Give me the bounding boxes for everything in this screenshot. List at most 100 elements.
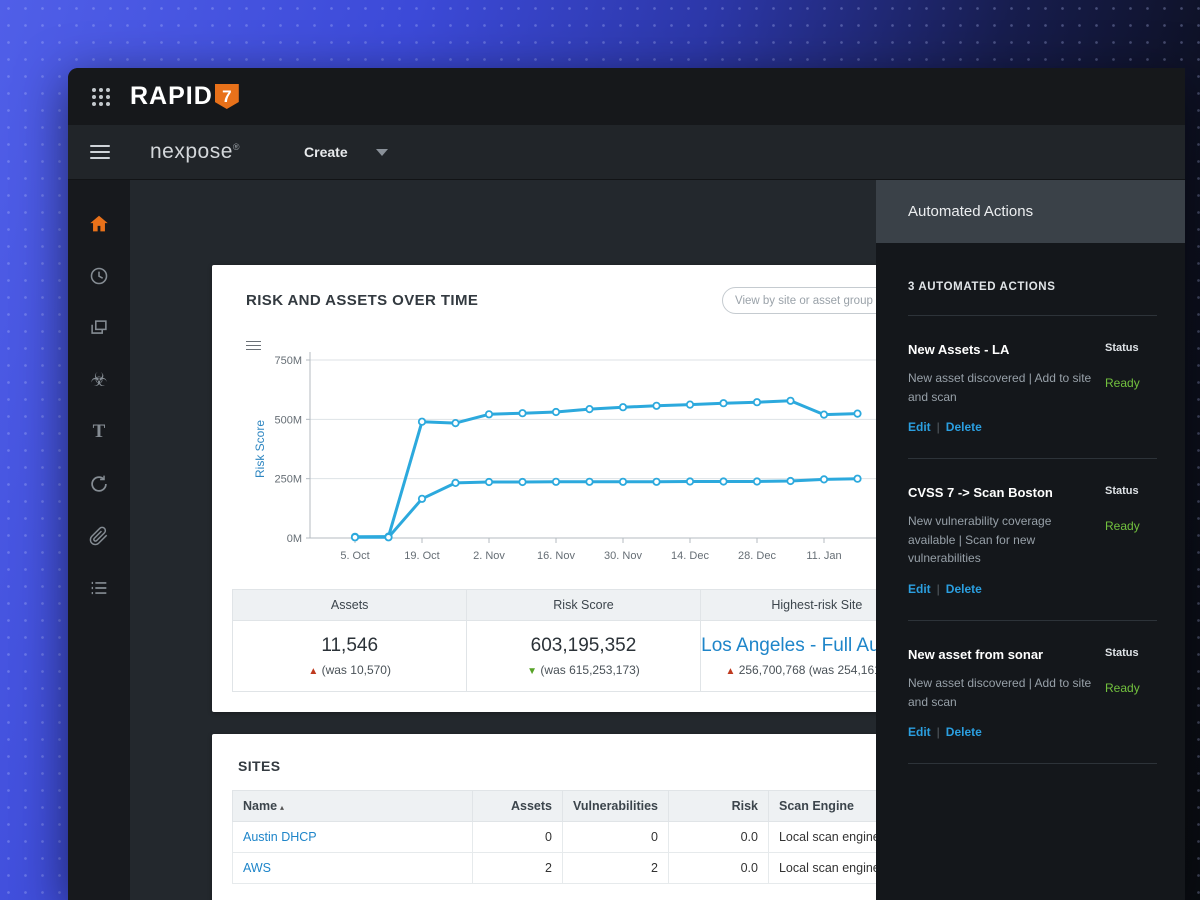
status-badge: Ready	[1105, 519, 1140, 534]
risk-card-title: RISK AND ASSETS OVER TIME	[246, 292, 479, 309]
list-item: CVSS 7 -> Scan Boston New vulnerability …	[908, 459, 1157, 621]
delete-link[interactable]: Delete	[945, 725, 982, 740]
sidebar: ☣ T	[68, 180, 130, 900]
top-brand-bar: RAPID 7	[68, 68, 1185, 125]
sidebar-item-history[interactable]	[68, 250, 130, 302]
policies-t-icon: T	[92, 421, 106, 442]
list-item: New asset from sonar New asset discovere…	[908, 621, 1157, 765]
highest-risk-site-link[interactable]: Los Angeles - Full Audit - ...	[701, 635, 933, 656]
svg-text:28. Dec: 28. Dec	[738, 550, 776, 562]
menu-hamburger-icon[interactable]	[90, 141, 110, 163]
up-triangle-icon: ▲	[308, 666, 319, 677]
sidebar-item-assets[interactable]	[68, 302, 130, 354]
action-title: New Assets - LA	[908, 342, 1010, 357]
actions-count-label: 3 AUTOMATED ACTIONS	[908, 281, 1056, 293]
panel-title: Automated Actions	[876, 180, 1185, 243]
rapid7-seven-shield-icon: 7	[214, 84, 239, 109]
table-row: Austin DHCP 0 0 0.0 Local scan engine	[232, 821, 935, 853]
site-assets: 0	[472, 821, 563, 853]
sites-card-title: SITES	[238, 758, 281, 774]
action-description: New asset discovered | Add to site and s…	[908, 371, 1092, 404]
risk-score-total: 603,195,352	[530, 635, 637, 656]
svg-text:5. Oct: 5. Oct	[340, 550, 369, 562]
sites-table: Name ▴ Assets Vulnerabilities Risk Scan E…	[232, 790, 935, 884]
site-link[interactable]: AWS	[243, 861, 272, 875]
svg-text:14. Dec: 14. Dec	[671, 550, 709, 562]
create-button[interactable]: Create	[304, 144, 348, 160]
assets-screens-icon	[88, 317, 110, 339]
delete-link[interactable]: Delete	[945, 581, 982, 596]
up-triangle-icon: ▲	[725, 666, 736, 677]
sidebar-item-policies[interactable]: T	[68, 406, 130, 458]
nexpose-logo: nexpose®	[150, 140, 241, 163]
action-description: New vulnerability coverage available | S…	[908, 514, 1052, 566]
edit-link[interactable]: Edit	[908, 725, 931, 740]
sites-header-assets[interactable]: Assets	[472, 790, 563, 822]
highest-risk-site-delta: ▲ 256,700,768 (was 254,161,824)	[725, 663, 909, 677]
action-title: New asset from sonar	[908, 646, 1044, 662]
actions-list: New Assets - LA New asset discovered | A…	[908, 315, 1157, 765]
site-risk: 0.0	[667, 852, 769, 884]
status-label: Status	[1105, 646, 1139, 659]
sidebar-item-administration[interactable]	[68, 562, 130, 614]
svg-text:Risk Score: Risk Score	[253, 420, 267, 478]
site-vulnerabilities: 0	[562, 821, 669, 853]
scans-refresh-icon	[88, 473, 110, 495]
site-assets: 2	[472, 852, 563, 884]
status-label: Status	[1105, 342, 1139, 354]
summary-header-risk: Risk Score	[467, 590, 700, 621]
sidebar-item-scans[interactable]	[68, 458, 130, 510]
sites-header-name[interactable]: Name ▴	[232, 790, 473, 822]
site-link[interactable]: Austin DHCP	[243, 830, 317, 844]
status-label: Status	[1105, 485, 1139, 498]
action-description: New asset discovered | Add to site and s…	[908, 675, 1092, 709]
list-item: New Assets - LA New asset discovered | A…	[908, 316, 1157, 460]
svg-text:11. Jan: 11. Jan	[806, 550, 841, 562]
automated-actions-panel: Automated Actions 3 AUTOMATED ACTIONS Ne…	[876, 180, 1185, 900]
app-switcher-grid-icon[interactable]	[92, 87, 110, 106]
sites-header-vulnerabilities[interactable]: Vulnerabilities	[562, 790, 669, 822]
risk-chart: 0M 250M 500M 750M 5. Oct 19. Oct 2. Nov 16. Nov…	[232, 332, 934, 579]
product-nav-bar: nexpose® Create	[68, 125, 1185, 180]
edit-link[interactable]: Edit	[908, 420, 931, 435]
sidebar-item-home[interactable]	[68, 198, 130, 250]
vulnerabilities-biohazard-icon: ☣	[90, 368, 108, 391]
chart-context-menu-icon[interactable]	[246, 338, 261, 353]
svg-text:750M: 750M	[274, 355, 302, 367]
home-icon	[88, 213, 110, 235]
rapid7-wordmark: RAPID	[130, 82, 213, 110]
svg-text:30. Nov: 30. Nov	[604, 550, 642, 562]
summary-table: Assets 11,546 ▲ (was 10,570) Risk Score …	[232, 589, 934, 692]
summary-header-assets: Assets	[233, 590, 467, 621]
risk-over-time-chart: 0M 250M 500M 750M 5. Oct 19. Oct 2. Nov 16. Nov…	[253, 352, 928, 562]
chevron-down-icon[interactable]	[375, 148, 388, 156]
sort-asc-icon: ▴	[280, 803, 285, 812]
assets-delta: ▲ (was 10,570)	[308, 663, 391, 677]
svg-text:0M: 0M	[287, 533, 302, 545]
sidebar-item-reports[interactable]	[68, 510, 130, 562]
status-badge: Ready	[1105, 376, 1140, 390]
sites-header-risk[interactable]: Risk	[667, 790, 769, 822]
site-vulnerabilities: 2	[562, 852, 669, 884]
delete-link[interactable]: Delete	[945, 420, 982, 435]
action-title: CVSS 7 -> Scan Boston	[908, 485, 1053, 501]
svg-text:2. Nov: 2. Nov	[473, 550, 505, 562]
administration-list-icon	[88, 577, 110, 599]
status-badge: Ready	[1105, 680, 1140, 695]
risk-assets-card: RISK AND ASSETS OVER TIME 0M 250M 500M 750M…	[212, 265, 954, 712]
table-row: AWS 2 2 0.0 Local scan engine	[232, 852, 935, 884]
sidebar-item-vulnerabilities[interactable]: ☣	[68, 354, 130, 406]
down-triangle-icon: ▼	[527, 666, 538, 677]
risk-score-delta: ▼ (was 615,253,173)	[527, 663, 640, 677]
registered-mark: ®	[232, 142, 241, 152]
rapid7-logo: RAPID 7	[130, 82, 239, 111]
edit-link[interactable]: Edit	[908, 581, 931, 596]
reports-paperclip-icon	[88, 525, 110, 547]
svg-text:500M: 500M	[274, 414, 302, 426]
sites-card: SITES Name ▴ Assets Vulnerabilities Risk …	[212, 734, 954, 900]
site-risk: 0.0	[667, 821, 769, 853]
svg-text:16. Nov: 16. Nov	[537, 550, 575, 562]
history-clock-icon	[88, 265, 110, 287]
assets-total: 11,546	[321, 635, 379, 656]
content-row: ☣ T	[68, 180, 1185, 900]
